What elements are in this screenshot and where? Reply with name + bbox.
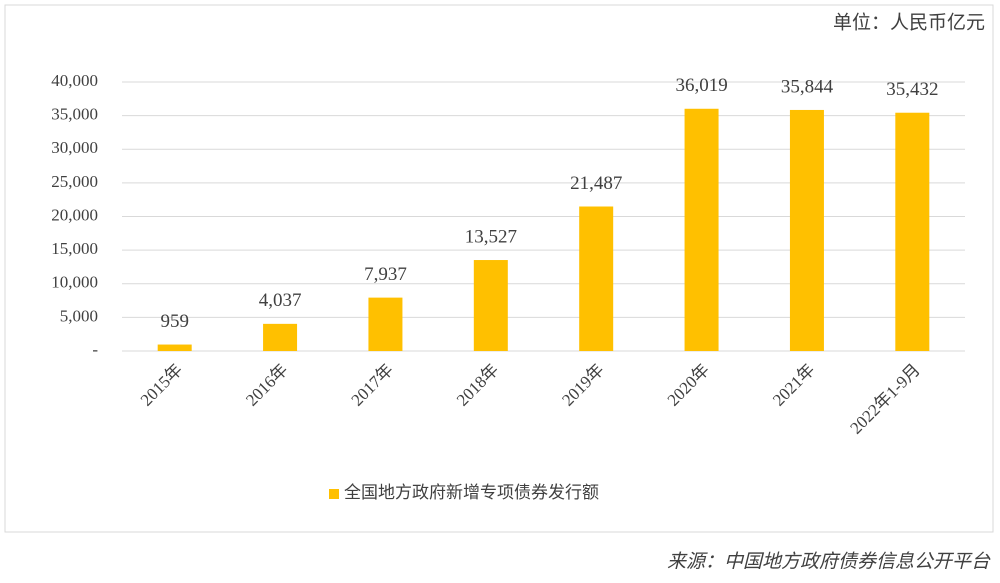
bar — [368, 297, 403, 351]
y-tick-label: 25,000 — [51, 172, 98, 191]
bar — [895, 112, 930, 351]
data-label: 7,937 — [364, 264, 407, 285]
data-label: 21,487 — [570, 173, 622, 194]
bar — [473, 260, 508, 351]
bar — [789, 109, 824, 351]
bar — [263, 323, 298, 351]
y-tick-label: 15,000 — [51, 239, 98, 258]
legend-swatch — [329, 489, 339, 499]
data-label: 13,527 — [465, 226, 517, 247]
y-tick-label: 5,000 — [60, 306, 98, 325]
y-tick-label: 30,000 — [51, 138, 98, 157]
data-label: 959 — [160, 311, 189, 332]
source-note: 来源：中国地方政府债券信息公开平台 — [667, 550, 991, 572]
bar — [157, 344, 192, 351]
y-tick-label: - — [92, 340, 98, 359]
bar — [684, 108, 719, 352]
data-label: 35,432 — [886, 79, 938, 100]
bar — [579, 206, 614, 351]
data-label: 35,844 — [781, 76, 834, 97]
y-tick-label: 35,000 — [51, 105, 98, 124]
y-tick-label: 20,000 — [51, 205, 98, 224]
data-label: 4,037 — [259, 290, 302, 311]
legend-label: 全国地方政府新增专项债券发行额 — [344, 483, 599, 502]
y-tick-label: 10,000 — [51, 273, 98, 292]
data-label: 36,019 — [675, 75, 727, 96]
unit-label: 单位：人民币亿元 — [833, 11, 985, 33]
y-tick-label: 40,000 — [51, 71, 98, 90]
